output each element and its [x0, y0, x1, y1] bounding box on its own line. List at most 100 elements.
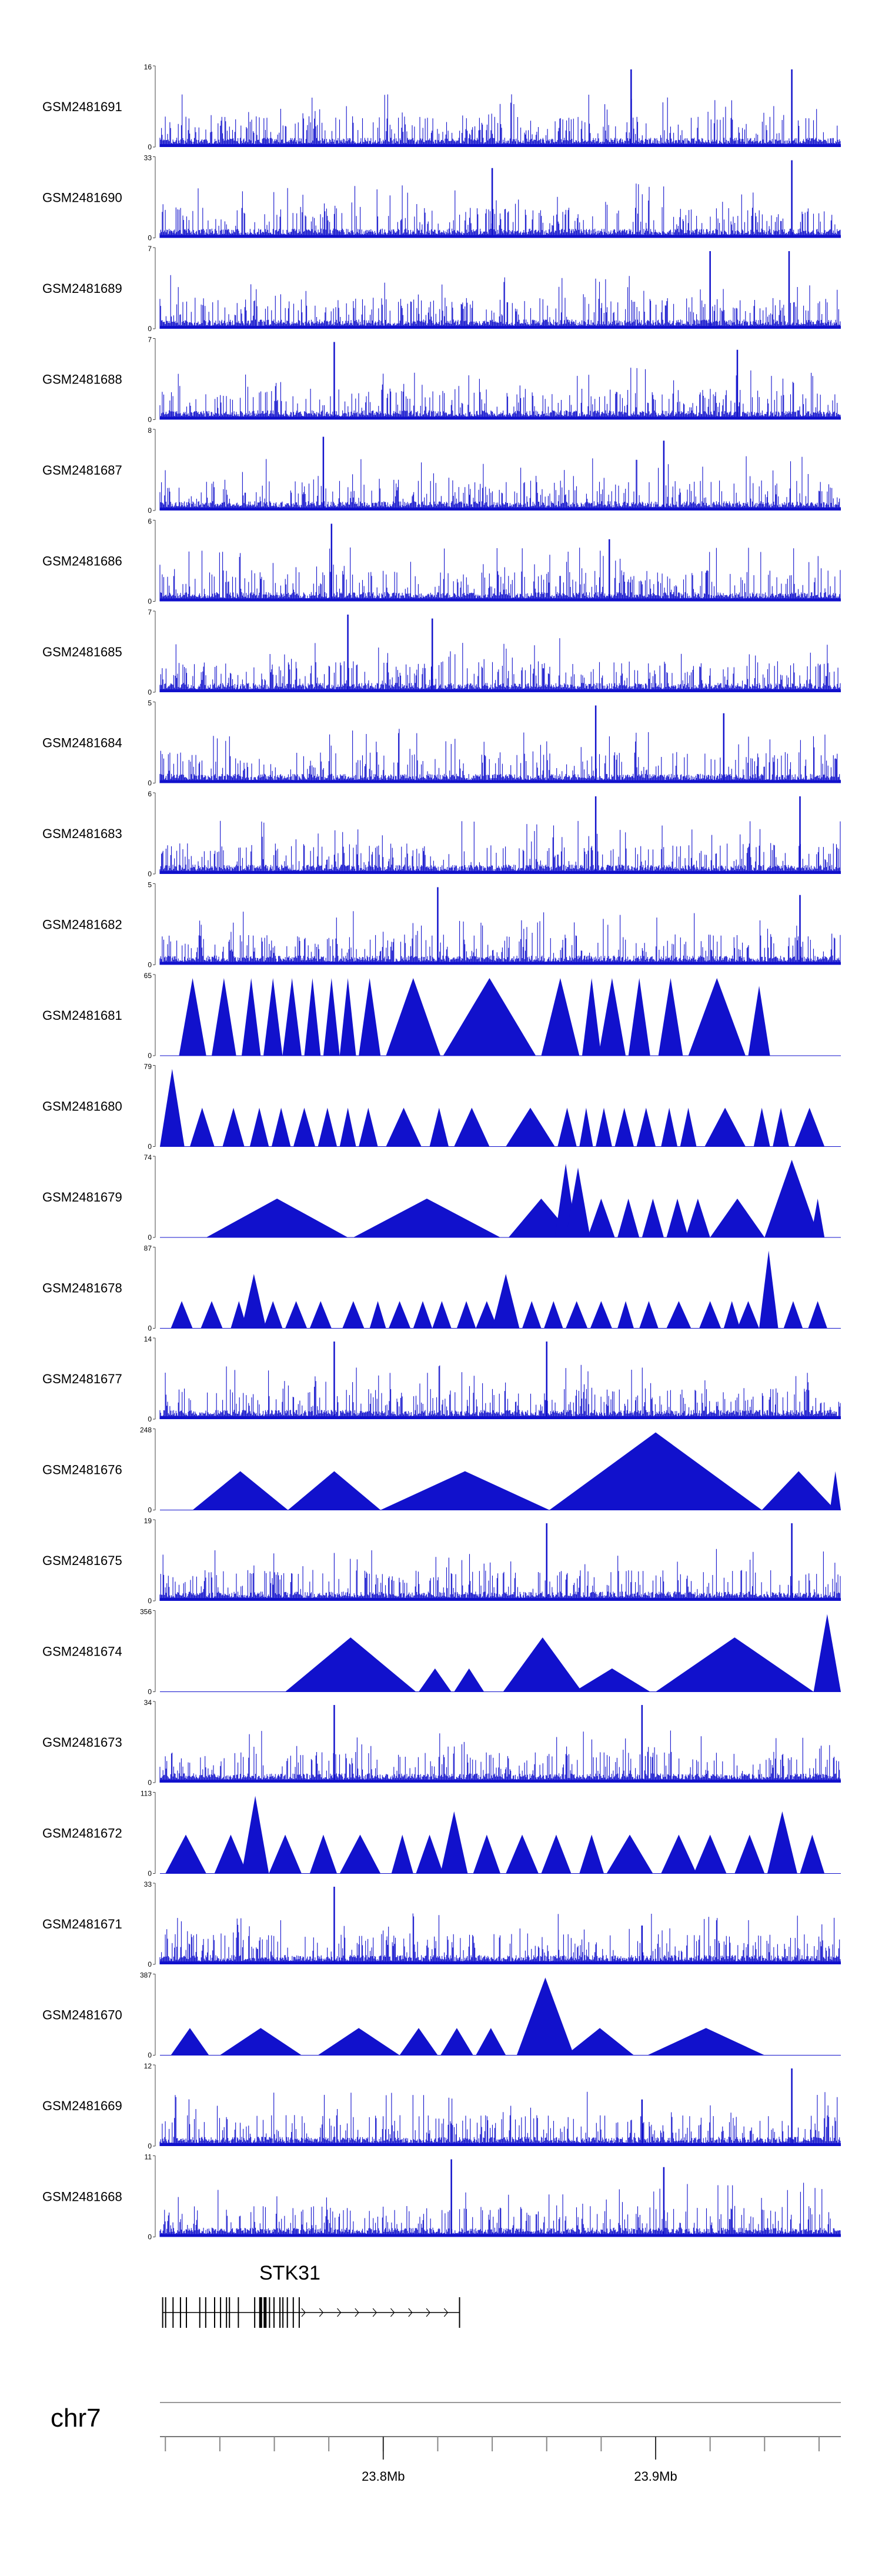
coverage-peak: [214, 1834, 248, 1874]
y-max-label: 11: [145, 2153, 152, 2161]
track-GSM2481673: GSM2481673 34 0: [42, 1699, 841, 1787]
coverage-peak: [680, 1107, 697, 1147]
coverage-peak: [606, 1834, 653, 1874]
coverage-peak: [544, 1301, 563, 1329]
coverage-peak: [282, 978, 302, 1056]
coverage-peak: [666, 1199, 689, 1237]
y-zero-label: 0: [148, 1143, 152, 1151]
gene-exon: [162, 2297, 163, 2328]
coverage-peak: [222, 1107, 245, 1147]
coverage-peak: [737, 1301, 760, 1329]
coverage-peak: [288, 1471, 381, 1510]
coverage-peak: [304, 978, 321, 1056]
coverage-bars: [159, 94, 841, 147]
axis-tick-label: 23.9Mb: [634, 2469, 677, 2484]
coverage-peak: [386, 1107, 422, 1147]
gene-strand-arrow: [408, 2308, 413, 2317]
y-max-label: 7: [148, 245, 152, 253]
coverage-peak: [380, 1471, 550, 1510]
track-GSM2481682: GSM2481682 5 0: [42, 881, 841, 969]
coverage-peak: [642, 1199, 664, 1237]
coverage-bars: [159, 1549, 841, 1601]
track-GSM2481690: GSM2481690 33 0: [42, 154, 841, 242]
y-zero-label: 0: [148, 416, 152, 424]
coverage-peak: [661, 1834, 697, 1874]
coverage-peak: [710, 1199, 765, 1237]
gene-exon: [179, 2297, 181, 2328]
coverage-peak: [293, 1107, 316, 1147]
track-GSM2481672: GSM2481672 113 0: [42, 1790, 841, 1878]
coverage-peak: [241, 978, 261, 1056]
coverage-peak: [800, 1834, 825, 1874]
track-label: GSM2481678: [42, 1281, 122, 1296]
y-zero-label: 0: [148, 688, 152, 696]
track-label: GSM2481672: [42, 1826, 122, 1841]
track-GSM2481677: GSM2481677 14 0: [42, 1335, 841, 1423]
gene-exon: [298, 2297, 300, 2328]
y-zero-label: 0: [148, 1233, 152, 1242]
coverage-bars: [159, 456, 841, 510]
coverage-bars: [159, 2183, 841, 2237]
coverage-peak: [661, 1107, 678, 1147]
y-zero-label: 0: [148, 2051, 152, 2060]
track-label: GSM2481674: [42, 1644, 122, 1659]
y-max-label: 8: [148, 426, 152, 435]
y-max-label: 87: [144, 1244, 152, 1253]
track-label: GSM2481673: [42, 1735, 122, 1750]
coverage-peak: [369, 1301, 386, 1329]
y-zero-label: 0: [148, 506, 152, 515]
data-tracks: GSM2481691160GSM2481690330GSM248168970GS…: [42, 63, 841, 2241]
track-label: GSM2481687: [42, 463, 122, 478]
coverage-peak: [699, 1301, 721, 1329]
coverage-peak: [201, 1301, 223, 1329]
genome-axis: chr7 23.8Mb 23.9Mb: [51, 2402, 841, 2484]
coverage-peak: [285, 1637, 416, 1692]
y-zero-label: 0: [148, 2142, 152, 2150]
y-zero-label: 0: [148, 961, 152, 969]
coverage-peak: [432, 1301, 452, 1329]
y-zero-label: 0: [148, 779, 152, 788]
y-max-label: 74: [144, 1153, 152, 1162]
gene-exon: [165, 2297, 166, 2328]
coverage-bars: [159, 183, 841, 238]
track-GSM2481687: GSM2481687 8 0: [42, 426, 841, 515]
coverage-peak: [339, 978, 356, 1056]
track-label: GSM2481679: [42, 1190, 122, 1204]
coverage-peak: [587, 1199, 615, 1237]
coverage-peak: [171, 2028, 209, 2056]
coverage-peak: [557, 1107, 577, 1147]
gene-strand-arrow: [301, 2308, 306, 2317]
y-zero-label: 0: [148, 1870, 152, 1878]
gene-exon: [213, 2297, 215, 2328]
coverage-peak: [189, 1107, 215, 1147]
track-label: GSM2481677: [42, 1372, 122, 1386]
coverage-peak: [783, 1301, 803, 1329]
coverage-peak: [734, 1834, 765, 1874]
coverage-peak: [171, 1301, 193, 1329]
track-GSM2481680: GSM2481680 79 0: [42, 1063, 841, 1151]
track-label: GSM2481671: [42, 1917, 122, 1931]
coverage-peak: [309, 1301, 332, 1329]
gene-strand-arrow: [443, 2308, 449, 2317]
coverage-peak: [658, 978, 683, 1056]
track-GSM2481681: GSM2481681 65 0: [42, 972, 841, 1060]
track-label: GSM2481685: [42, 645, 122, 659]
y-max-label: 248: [140, 1426, 152, 1434]
coverage-peak: [476, 2028, 506, 2056]
track-label: GSM2481676: [42, 1463, 122, 1477]
gene-strand-arrow: [426, 2308, 430, 2317]
track-label: GSM2481686: [42, 554, 122, 569]
coverage-peak: [160, 1069, 185, 1147]
coverage-bars: [159, 820, 841, 874]
y-zero-label: 0: [148, 325, 152, 333]
coverage-peak: [353, 1199, 500, 1237]
gene-strand-arrow: [319, 2308, 324, 2317]
coverage-bars: [159, 275, 841, 329]
coverage-peak: [808, 1301, 827, 1329]
y-zero-label: 0: [148, 1052, 152, 1060]
gene-strand-arrow: [390, 2308, 395, 2317]
y-zero-label: 0: [148, 1324, 152, 1333]
coverage-peak: [503, 1637, 582, 1692]
coverage-peak: [761, 1471, 836, 1510]
track-label: GSM2481690: [42, 191, 122, 205]
